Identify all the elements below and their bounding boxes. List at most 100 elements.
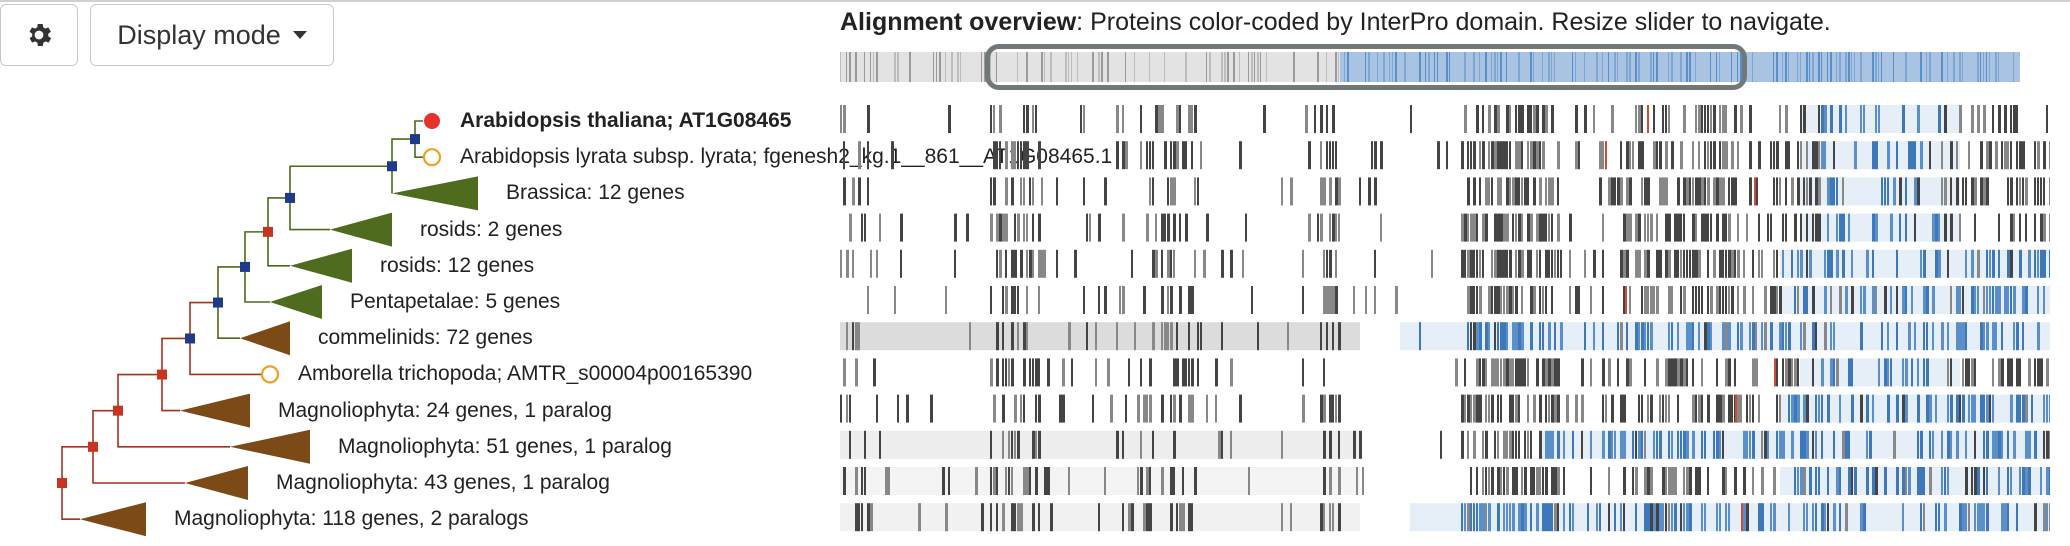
residue-mark	[1959, 394, 1961, 423]
overview-mark	[1650, 52, 1652, 82]
residue-mark	[1956, 322, 1959, 351]
alignment-row[interactable]	[840, 322, 2050, 351]
residue-mark	[1644, 249, 1647, 278]
alignment-row[interactable]	[840, 467, 2050, 495]
query-leaf-icon[interactable]	[424, 113, 440, 129]
residue-mark	[2007, 503, 2009, 532]
settings-button[interactable]	[0, 4, 78, 66]
residue-mark	[1728, 358, 1731, 387]
residue-mark	[1497, 286, 1500, 314]
tree-row-label[interactable]: Magnoliophyta: 51 genes, 1 paralog	[338, 434, 672, 458]
tree-row-label[interactable]: Magnoliophyta: 118 genes, 2 paralogs	[174, 507, 529, 531]
tree-node[interactable]	[157, 369, 167, 380]
tree-row-label[interactable]: Magnoliophyta: 24 genes, 1 paralog	[278, 398, 612, 422]
residue-mark	[1002, 286, 1004, 314]
alignment-row[interactable]	[840, 430, 2050, 459]
residue-mark	[1968, 394, 1970, 423]
residue-mark	[1752, 467, 1754, 495]
alignment-row[interactable]	[840, 105, 2048, 133]
residue-mark	[1530, 286, 1533, 314]
overview-mark	[1629, 52, 1631, 82]
collapsed-clade-triangle[interactable]	[180, 393, 250, 428]
residue-mark	[1752, 394, 1754, 423]
tree-node[interactable]	[387, 161, 397, 172]
residue-mark	[1725, 503, 1727, 532]
collapsed-clade-triangle[interactable]	[290, 248, 352, 283]
residue-mark	[1125, 394, 1127, 423]
alignment-row[interactable]	[840, 394, 2050, 423]
residue-mark	[1554, 249, 1556, 278]
residue-mark	[1785, 358, 1788, 387]
tree-node[interactable]	[113, 405, 123, 416]
residue-mark	[2016, 358, 2019, 387]
overview-slider[interactable]	[985, 44, 1747, 90]
residue-mark	[1521, 467, 1523, 495]
overview-mark	[1434, 52, 1435, 82]
tree-node[interactable]	[213, 297, 223, 308]
tree-node[interactable]	[57, 478, 67, 489]
residue-mark	[1956, 141, 1958, 170]
residue-mark	[999, 141, 1001, 170]
ortholog-leaf-icon[interactable]	[422, 148, 442, 167]
alignment-row[interactable]	[843, 177, 2050, 206]
tree-row-label[interactable]: Arabidopsis lyrata subsp. lyrata; fgenes…	[460, 145, 1113, 169]
residue-mark	[861, 467, 863, 495]
overview-mark	[1941, 52, 1943, 82]
residue-mark	[1551, 105, 1554, 133]
tree-row-label[interactable]: commelinids: 72 genes	[318, 326, 533, 350]
overview-mark	[1872, 52, 1874, 82]
residue-mark	[1611, 430, 1613, 459]
residue-mark	[1845, 503, 1848, 532]
residue-mark	[1482, 430, 1484, 459]
tree-row-label[interactable]: Arabidopsis thaliana; AT1G08465	[460, 109, 792, 132]
tree-node[interactable]	[88, 441, 98, 452]
residue-mark	[2034, 430, 2037, 459]
collapsed-clade-triangle[interactable]	[330, 212, 392, 247]
residue-mark	[1470, 467, 1472, 495]
residue-mark	[1047, 467, 1050, 495]
residue-mark	[1797, 394, 1800, 423]
tree-node[interactable]	[410, 134, 420, 145]
tree-node[interactable]	[263, 226, 273, 237]
alignment-row[interactable]	[849, 213, 2050, 242]
residue-mark	[1833, 177, 1835, 206]
residue-mark	[945, 503, 948, 532]
tree-node[interactable]	[285, 192, 295, 203]
ortholog-leaf-icon[interactable]	[260, 365, 280, 384]
tree-row-label[interactable]: Amborella trichopoda; AMTR_s00004p001653…	[298, 362, 753, 386]
display-mode-button[interactable]: Display mode	[90, 4, 334, 66]
collapsed-clade-triangle[interactable]	[230, 429, 310, 464]
overview-mark	[1338, 52, 1339, 82]
tree-row-label[interactable]: rosids: 12 genes	[380, 253, 535, 277]
alignment-row[interactable]	[840, 249, 2050, 278]
collapsed-clade-triangle[interactable]	[80, 502, 146, 537]
residue-mark	[1176, 105, 1179, 133]
residue-mark	[1473, 286, 1475, 314]
alignment-row[interactable]	[843, 141, 2050, 170]
collapsed-clade-triangle[interactable]	[270, 285, 322, 319]
residue-mark	[1542, 286, 1544, 314]
overview-mark	[1485, 52, 1487, 82]
alignment-row[interactable]	[840, 503, 2050, 532]
residue-mark	[1815, 394, 1817, 423]
residue-mark	[1665, 467, 1667, 495]
tree-row-label[interactable]: Magnoliophyta: 43 genes, 1 paralog	[276, 471, 610, 494]
residue-mark	[1815, 503, 1817, 532]
tree-node[interactable]	[185, 333, 195, 344]
residue-mark	[1842, 249, 1845, 278]
tree-row-label[interactable]: Brassica: 12 genes	[506, 181, 685, 205]
alignment-row[interactable]	[843, 358, 2049, 387]
residue-mark	[1770, 213, 1772, 242]
residue-mark	[1974, 358, 1976, 387]
residue-mark	[2025, 467, 2028, 495]
collapsed-clade-triangle[interactable]	[392, 176, 478, 211]
overview-mark	[939, 52, 941, 82]
collapsed-clade-triangle[interactable]	[240, 321, 290, 356]
tree-node[interactable]	[240, 261, 250, 272]
alignment-row[interactable]	[867, 286, 2050, 314]
residue-mark	[1326, 286, 1329, 314]
tree-row-label[interactable]: Pentapetalae: 5 genes	[350, 290, 561, 313]
tree-row-label[interactable]: rosids: 2 genes	[420, 217, 563, 241]
residue-mark	[1497, 430, 1499, 459]
collapsed-clade-triangle[interactable]	[185, 466, 248, 500]
